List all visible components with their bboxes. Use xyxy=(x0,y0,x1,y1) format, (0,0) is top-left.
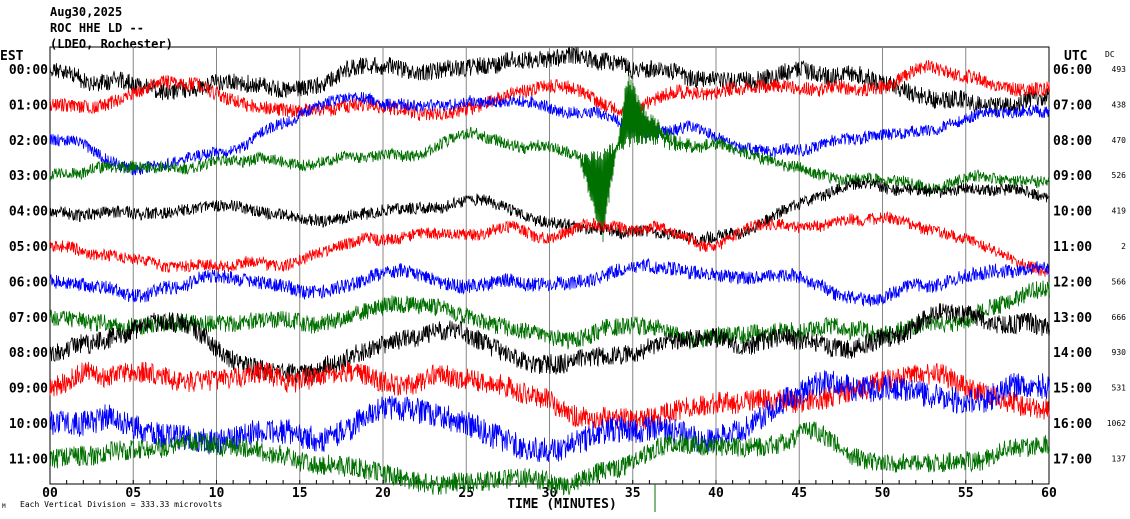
x-tick-label: 25 xyxy=(458,486,474,501)
seismic-trace xyxy=(49,257,1050,307)
utc-hour-label: 12:00 xyxy=(1053,275,1092,290)
x-tick-label: 15 xyxy=(292,486,308,501)
x-tick-label: 05 xyxy=(125,486,141,501)
scale-note: Each Vertical Division = 333.33 microvol… xyxy=(20,500,223,509)
station-label: ROC HHE LD -- xyxy=(50,21,144,35)
seismic-trace xyxy=(49,177,1050,246)
est-hour-label: 09:00 xyxy=(9,382,48,397)
x-tick-label: 55 xyxy=(958,486,974,501)
x-tick-label: 00 xyxy=(42,486,58,501)
x-tick-label: 10 xyxy=(209,486,225,501)
est-hour-label: 06:00 xyxy=(9,275,48,290)
utc-hour-label: 10:00 xyxy=(1053,205,1092,220)
x-axis-title: TIME (MINUTES) xyxy=(507,497,617,512)
dc-value: 1062 xyxy=(1107,419,1126,428)
utc-hour-label: 17:00 xyxy=(1053,452,1092,467)
est-hour-label: 07:00 xyxy=(9,311,48,326)
dc-value: 438 xyxy=(1112,100,1127,109)
right-axis-title: UTC xyxy=(1064,49,1087,64)
est-hour-label: 10:00 xyxy=(9,417,48,432)
est-hour-label: 00:00 xyxy=(9,63,48,78)
utc-hour-label: 07:00 xyxy=(1053,98,1092,113)
est-hour-label: 03:00 xyxy=(9,169,48,184)
dc-value: 493 xyxy=(1112,65,1127,74)
est-hour-label: 01:00 xyxy=(9,98,48,113)
seismic-trace xyxy=(49,60,1050,121)
dc-value: 566 xyxy=(1112,277,1127,286)
left-axis-title: EST xyxy=(0,49,24,64)
utc-hour-label: 14:00 xyxy=(1053,346,1092,361)
seismic-trace xyxy=(49,74,1050,243)
est-hour-label: 08:00 xyxy=(9,346,48,361)
utc-hour-label: 15:00 xyxy=(1053,382,1092,397)
est-hour-label: 04:00 xyxy=(9,205,48,220)
dc-title: DC xyxy=(1105,50,1115,59)
seismic-trace xyxy=(49,361,1050,432)
utc-hour-label: 11:00 xyxy=(1053,240,1092,255)
est-hour-label: 02:00 xyxy=(9,134,48,149)
utc-hour-label: 16:00 xyxy=(1053,417,1092,432)
dc-value: 666 xyxy=(1112,313,1127,322)
x-tick-label: 35 xyxy=(625,486,641,501)
x-tick-label: 45 xyxy=(791,486,807,501)
dc-value: 531 xyxy=(1112,384,1127,393)
seismic-trace xyxy=(49,46,1050,116)
x-tick-label: 50 xyxy=(875,486,891,501)
dc-value: 137 xyxy=(1112,454,1127,463)
dc-value: 419 xyxy=(1112,207,1127,216)
utc-hour-label: 06:00 xyxy=(1053,63,1092,78)
utc-hour-label: 13:00 xyxy=(1053,311,1092,326)
dc-value: 526 xyxy=(1112,171,1127,180)
est-hour-label: 11:00 xyxy=(9,452,48,467)
x-tick-label: 60 xyxy=(1041,486,1057,501)
seismic-trace xyxy=(49,370,1050,462)
seismic-trace xyxy=(49,303,1050,384)
seismic-trace xyxy=(49,210,1050,277)
seismic-trace xyxy=(49,421,1050,496)
x-tick-label: 30 xyxy=(542,486,558,501)
dc-value: 2 xyxy=(1121,242,1126,251)
corner-mark: M xyxy=(2,503,6,510)
x-tick-label: 40 xyxy=(708,486,724,501)
x-tick-label: 20 xyxy=(375,486,391,501)
dc-value: 930 xyxy=(1112,348,1127,357)
date-label: Aug30,2025 xyxy=(50,5,123,19)
utc-hour-label: 08:00 xyxy=(1053,134,1092,149)
seismic-trace xyxy=(49,91,1050,176)
dc-value: 470 xyxy=(1112,136,1127,145)
est-hour-label: 05:00 xyxy=(9,240,48,255)
utc-hour-label: 09:00 xyxy=(1053,169,1092,184)
